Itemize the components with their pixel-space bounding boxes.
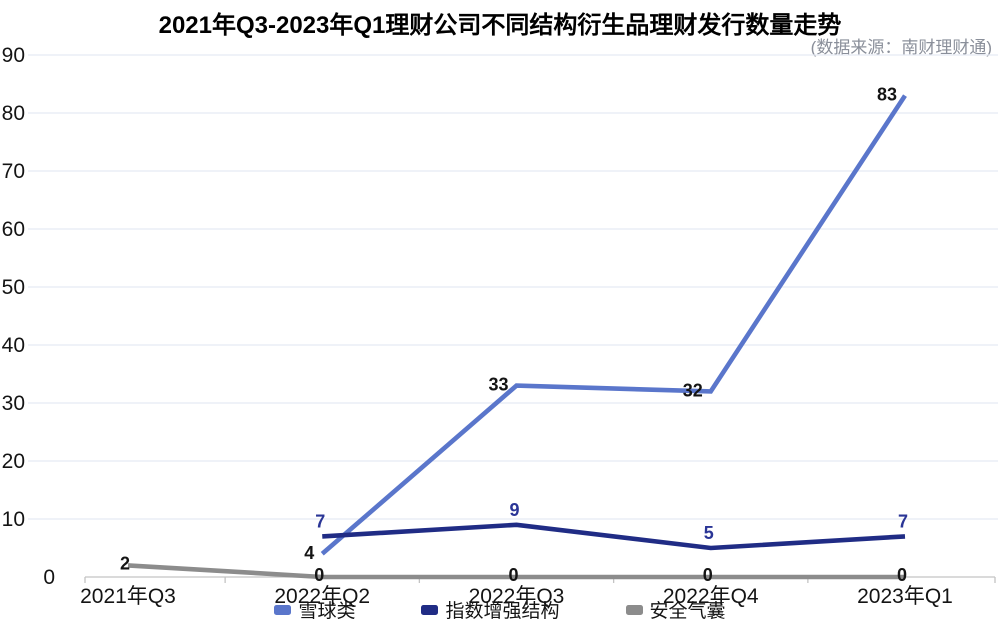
legend-item-snowball: 雪球类 <box>274 596 355 623</box>
legend-label-snowball: 雪球类 <box>298 601 356 622</box>
data-label-snowball: 4 <box>304 543 314 563</box>
legend-marker-snowball <box>274 604 292 615</box>
data-label-airbag: 0 <box>897 565 907 585</box>
legend-item-airbag: 安全气囊 <box>625 596 726 623</box>
legend-item-index-enhanced: 指数增强结构 <box>421 596 560 623</box>
legend-marker-index-enhanced <box>421 604 439 615</box>
legend-marker-airbag <box>625 604 643 615</box>
y-axis-label: 10 <box>2 508 25 531</box>
series-line-index-enhanced <box>322 522 906 551</box>
data-source-note: (数据来源：南财理财通) <box>810 38 992 57</box>
x-axis-label: 2022年Q3 <box>469 585 565 608</box>
x-axis-label: 2023年Q1 <box>857 585 953 608</box>
legend-label-index-enhanced: 指数增强结构 <box>445 601 560 622</box>
legend-label-airbag: 安全气囊 <box>649 601 726 622</box>
y-axis-label: 80 <box>2 102 25 125</box>
y-axis-label: 70 <box>2 160 25 183</box>
y-axis-label: 20 <box>2 450 25 473</box>
data-label-snowball: 83 <box>877 85 897 105</box>
data-label-index-enhanced: 7 <box>315 511 325 531</box>
y-axis-label: 0 <box>43 566 55 589</box>
y-axis-label: 30 <box>2 392 25 415</box>
data-label-index-enhanced: 9 <box>509 500 519 520</box>
y-axis-label: 60 <box>2 218 25 241</box>
legend: 雪球类 指数增强结构 安全气囊 <box>0 596 1000 623</box>
data-label-snowball: 33 <box>488 375 508 395</box>
y-axis-label: 40 <box>2 334 25 357</box>
data-label-airbag: 2 <box>120 553 130 573</box>
y-axis-label: 50 <box>2 276 25 299</box>
series-line-snowball <box>320 94 907 556</box>
data-label-index-enhanced: 5 <box>704 523 714 543</box>
data-label-airbag: 0 <box>314 565 324 585</box>
y-axis-label: 90 <box>2 44 25 67</box>
data-label-snowball: 32 <box>683 380 703 400</box>
data-label-index-enhanced: 7 <box>898 511 908 531</box>
x-axis-label: 2022年Q2 <box>274 585 370 608</box>
data-label-airbag: 0 <box>703 565 713 585</box>
series-line-airbag <box>127 563 905 580</box>
x-axis-label: 2022年Q4 <box>663 585 759 608</box>
x-axis-label: 2021年Q3 <box>80 585 176 608</box>
chart-title: 2021年Q3-2023年Q1理财公司不同结构衍生品理财发行数量走势 <box>158 12 842 39</box>
data-label-airbag: 0 <box>508 565 518 585</box>
